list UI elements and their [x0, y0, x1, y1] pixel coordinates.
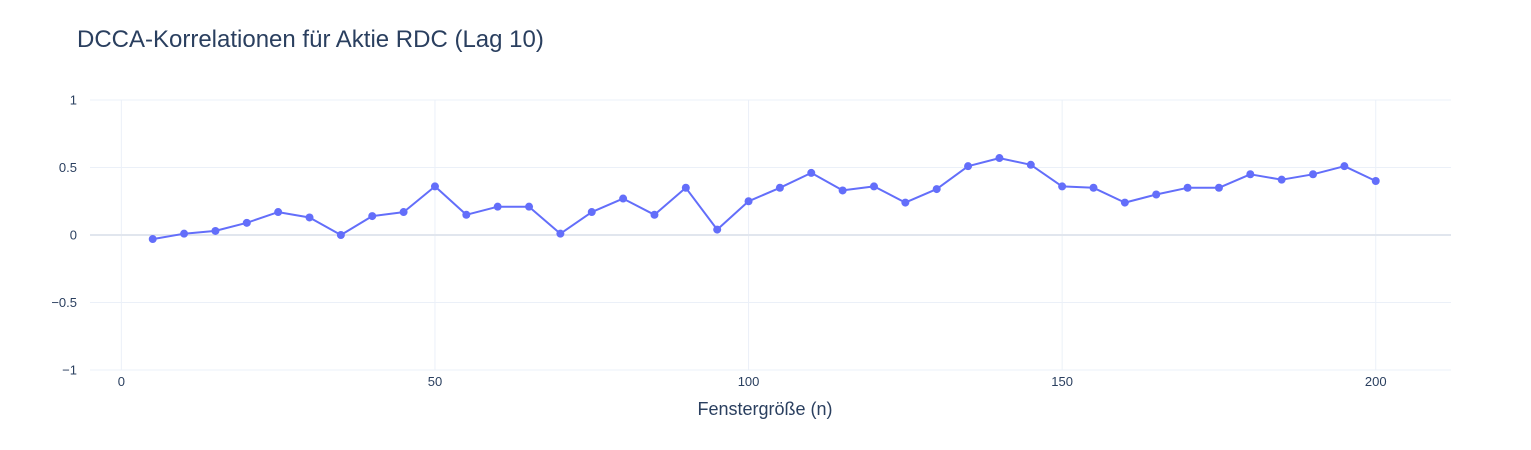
data-point[interactable]: [493, 202, 502, 211]
data-point[interactable]: [901, 198, 910, 207]
data-point[interactable]: [336, 231, 345, 239]
data-point[interactable]: [525, 202, 534, 211]
data-point[interactable]: [713, 225, 722, 234]
data-point[interactable]: [1214, 183, 1223, 192]
x-tick-label: 100: [738, 374, 760, 389]
data-point[interactable]: [650, 210, 659, 219]
x-tick-label: 50: [428, 374, 442, 389]
data-point[interactable]: [807, 168, 816, 177]
data-point[interactable]: [1152, 190, 1161, 199]
data-point[interactable]: [1340, 162, 1349, 171]
data-point[interactable]: [619, 194, 628, 203]
data-point[interactable]: [1183, 183, 1192, 192]
data-point[interactable]: [1089, 183, 1098, 192]
x-tick-label: 200: [1365, 374, 1387, 389]
data-point[interactable]: [1371, 177, 1380, 185]
data-point[interactable]: [1120, 198, 1129, 207]
data-point[interactable]: [1309, 170, 1318, 179]
data-point[interactable]: [1277, 175, 1286, 184]
data-point[interactable]: [1026, 160, 1035, 169]
data-point[interactable]: [932, 185, 941, 194]
data-point[interactable]: [587, 208, 596, 217]
data-point[interactable]: [368, 212, 377, 221]
y-axis-ticks: −1 −0.5 0 0.5 1: [51, 93, 77, 378]
data-point[interactable]: [744, 197, 753, 206]
y-tick-label: 0.5: [59, 160, 77, 175]
data-point[interactable]: [399, 208, 408, 217]
y-tick-label: 0: [70, 228, 77, 243]
data-series: [148, 154, 1380, 244]
x-axis-label: Fenstergröße (n): [697, 399, 832, 419]
data-point[interactable]: [211, 226, 220, 235]
data-point[interactable]: [180, 229, 189, 238]
data-point[interactable]: [775, 183, 784, 192]
data-point[interactable]: [1246, 170, 1255, 179]
y-tick-label: −0.5: [51, 295, 77, 310]
data-point[interactable]: [242, 218, 251, 227]
data-point[interactable]: [681, 183, 690, 192]
data-point[interactable]: [148, 235, 157, 244]
chart-title: DCCA-Korrelationen für Aktie RDC (Lag 10…: [77, 26, 544, 53]
grid-lines: [90, 99, 1451, 371]
data-point[interactable]: [995, 154, 1004, 163]
y-tick-label: 1: [70, 93, 77, 108]
data-point[interactable]: [462, 210, 471, 219]
y-tick-label: −1: [62, 363, 77, 378]
series-line: [152, 157, 1377, 241]
x-tick-label: 0: [118, 374, 125, 389]
data-point[interactable]: [430, 182, 439, 191]
x-tick-label: 150: [1051, 374, 1073, 389]
x-axis-ticks: 0 50 100 150 200: [118, 374, 1387, 389]
data-point[interactable]: [556, 229, 565, 238]
data-point[interactable]: [869, 182, 878, 191]
data-point[interactable]: [838, 186, 847, 195]
data-point[interactable]: [274, 208, 283, 217]
data-point[interactable]: [964, 162, 973, 171]
data-point[interactable]: [305, 213, 314, 222]
data-point[interactable]: [1058, 182, 1067, 191]
